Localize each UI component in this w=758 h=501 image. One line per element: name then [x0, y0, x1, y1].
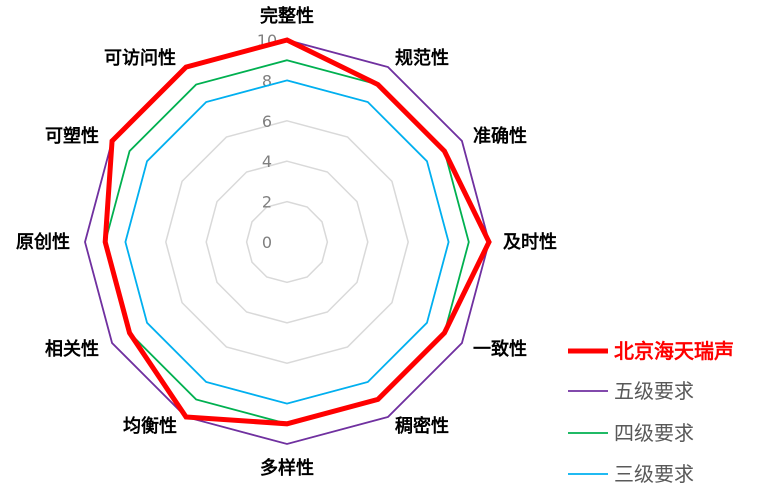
axis-label: 原创性 [16, 231, 70, 253]
series-lines [84, 37, 492, 445]
axis-label: 规范性 [395, 47, 449, 69]
tick-label: 0 [262, 233, 272, 252]
axis-label: 相关性 [45, 338, 99, 360]
axis-label: 及时性 [503, 231, 557, 253]
axis-label: 一致性 [473, 338, 527, 360]
grid-ring-4 [205, 160, 369, 324]
legend-label: 四级要求 [614, 421, 694, 445]
series-line-3 [124, 79, 450, 405]
legend-label: 三级要求 [614, 462, 694, 486]
tick-label: 6 [262, 112, 272, 131]
tick-label: 2 [262, 193, 272, 212]
axis-label: 完整性 [260, 5, 314, 27]
axis-label: 均衡性 [123, 415, 177, 437]
grid-ring-10 [84, 39, 490, 445]
grid-ring-2 [245, 200, 329, 284]
series-line-0 [102, 37, 492, 427]
axis-label: 可访问性 [104, 47, 176, 69]
series-line-2 [104, 59, 470, 425]
grid-ring-6 [165, 120, 409, 364]
grid [84, 39, 490, 445]
axis-label: 稠密性 [395, 415, 449, 437]
series-line-1 [84, 39, 490, 445]
tick-label: 8 [262, 71, 272, 90]
axis-label: 准确性 [473, 125, 527, 147]
axis-label: 可塑性 [45, 125, 99, 147]
axis-label: 多样性 [260, 457, 314, 479]
legend-label: 五级要求 [614, 379, 694, 403]
grid-ring-8 [124, 79, 450, 405]
tick-label: 4 [262, 152, 272, 171]
legend-label: 北京海天瑞声 [614, 339, 734, 363]
